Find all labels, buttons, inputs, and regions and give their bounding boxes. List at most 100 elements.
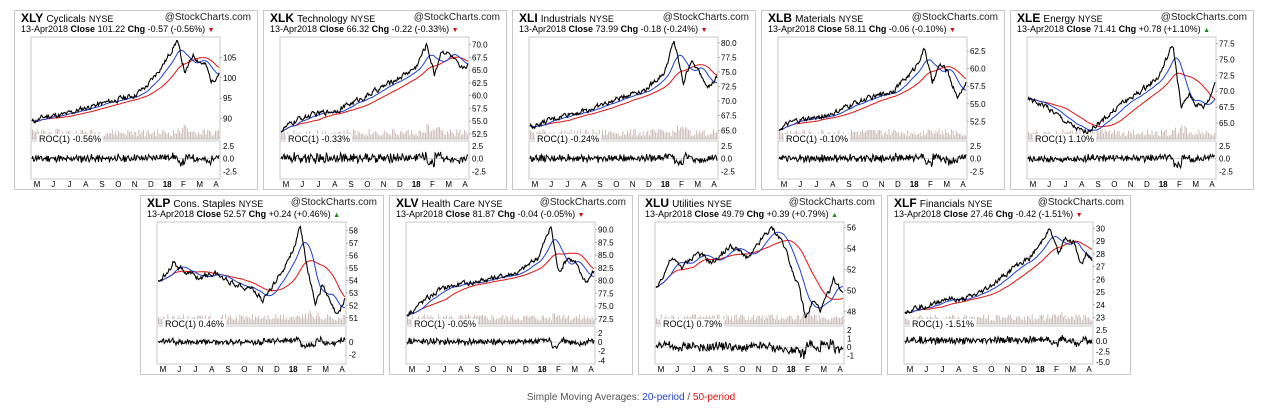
- y-tick-label: 72.5: [598, 315, 614, 324]
- volume-bar: [207, 130, 208, 139]
- volume-bar: [140, 134, 141, 139]
- y-tick-label: 82.5: [598, 264, 614, 273]
- volume-bar: [1195, 133, 1196, 139]
- volume-bar: [1189, 133, 1190, 139]
- volume-bar: [647, 130, 648, 139]
- volume-bar: [769, 315, 770, 324]
- x-tick-label: M: [907, 365, 914, 374]
- volume-bar: [135, 132, 136, 139]
- volume-bar: [671, 136, 672, 139]
- y-tick-label: 72.5: [721, 83, 737, 92]
- volume-bar: [712, 134, 713, 139]
- volume-bar: [338, 317, 339, 324]
- sma50-line: [158, 261, 345, 297]
- volume-bar: [294, 319, 295, 324]
- volume-bar: [1016, 317, 1017, 324]
- volume-bar: [250, 319, 251, 324]
- y-tick-label: 65.0: [472, 66, 488, 75]
- volume-bar: [1068, 317, 1069, 324]
- volume-bar: [134, 132, 135, 139]
- sma20-link[interactable]: 20-period: [642, 392, 684, 403]
- volume-bar: [747, 320, 748, 324]
- volume-bar: [742, 315, 743, 324]
- x-tick-label: M: [820, 365, 827, 374]
- volume-bar: [268, 315, 269, 324]
- volume-bar: [779, 131, 780, 139]
- y-tick-label: 24: [1096, 301, 1105, 310]
- y-tick-label: 90.0: [598, 226, 614, 235]
- x-tick-label: S: [972, 365, 977, 374]
- roc-tick-label: 0: [598, 338, 603, 347]
- x-tick-label: M: [160, 365, 167, 374]
- volume-bar: [319, 316, 320, 324]
- volume-bar: [915, 135, 916, 139]
- volume-bar: [407, 318, 408, 324]
- volume-bar: [655, 132, 656, 139]
- volume-bar: [812, 317, 813, 324]
- volume-bar: [713, 129, 714, 139]
- volume-bar: [540, 320, 541, 324]
- volume-bar: [448, 133, 449, 139]
- x-tick-label: M: [322, 365, 329, 374]
- volume-bar: [196, 135, 197, 139]
- volume-bar: [538, 320, 539, 324]
- x-tick-label: A: [581, 180, 587, 189]
- volume-bar: [280, 315, 281, 324]
- volume-bar: [980, 318, 981, 324]
- volume-bar: [802, 316, 803, 324]
- y-tick-label: 60.0: [472, 92, 488, 101]
- volume-bar: [762, 315, 763, 324]
- volume-bar: [935, 131, 936, 139]
- volume-bar: [635, 129, 636, 139]
- volume-bar: [485, 315, 486, 324]
- volume-bar: [633, 129, 634, 139]
- volume-bar: [827, 320, 828, 324]
- sma50-line: [656, 240, 843, 299]
- volume-bar: [1167, 136, 1168, 139]
- volume-bar: [1040, 315, 1041, 324]
- volume-bar: [278, 318, 279, 324]
- volume-bar: [893, 130, 894, 139]
- volume-bar: [1169, 135, 1170, 139]
- sma50-line: [1028, 73, 1215, 127]
- volume-bar: [912, 134, 913, 139]
- volume-bar: [372, 134, 373, 139]
- volume-bar: [629, 133, 630, 139]
- x-tick-label: S: [846, 180, 851, 189]
- volume-bar: [1155, 131, 1156, 139]
- roc-tick-label: 0.0: [223, 155, 235, 164]
- volume-bar: [1082, 320, 1083, 324]
- volume-bar: [1194, 135, 1195, 139]
- sma50-link[interactable]: 50-period: [693, 392, 735, 403]
- volume-bar: [786, 319, 787, 324]
- volume-bar: [910, 133, 911, 139]
- volume-bar: [766, 316, 767, 324]
- y-tick-label: 54: [847, 244, 856, 253]
- y-tick-label: 65.0: [721, 126, 737, 135]
- volume-bar: [1174, 130, 1175, 139]
- roc-indicator-label: ROC(1) 1.10%: [1033, 134, 1096, 144]
- volume-bar: [283, 315, 284, 324]
- x-tick-label: A: [711, 180, 717, 189]
- volume-bar: [819, 315, 820, 324]
- volume-bar: [741, 315, 742, 324]
- volume-bar: [643, 131, 644, 139]
- roc-line: [1028, 154, 1215, 168]
- chart-svg-xlp: 58 57 56 55 54 53 52 51 0 -2 M J J A S O N D 18 F M A: [141, 196, 384, 375]
- volume-bar: [375, 131, 376, 139]
- volume-bar: [994, 321, 995, 324]
- volume-bar: [1186, 128, 1187, 139]
- y-tick-label: 75.0: [1219, 55, 1235, 64]
- volume-bar: [138, 130, 139, 139]
- x-tick-label: D: [274, 365, 280, 374]
- price-pane: [31, 37, 220, 139]
- roc-tick-label: 2.5: [970, 142, 982, 151]
- volume-bar: [149, 133, 150, 139]
- volume-bar: [1036, 320, 1037, 324]
- volume-bar: [425, 133, 426, 139]
- volume-bar: [759, 316, 760, 324]
- volume-bar: [1015, 320, 1016, 324]
- y-tick-label: 67.5: [472, 53, 488, 62]
- volume-bar: [945, 129, 946, 139]
- y-tick-label: 23: [1096, 314, 1105, 323]
